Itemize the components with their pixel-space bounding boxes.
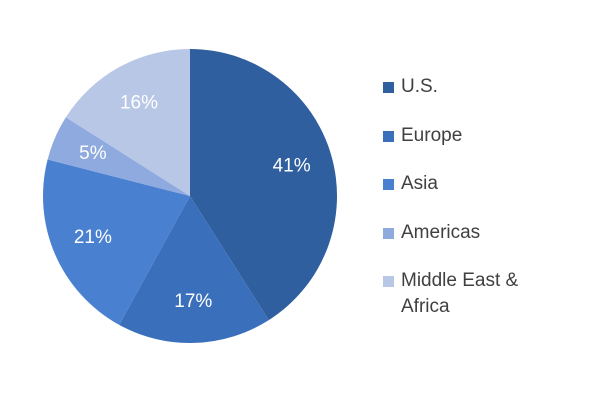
pie-slice [65,48,190,197]
pie-slice [119,196,269,344]
pie-slice [190,49,337,321]
legend-swatch [383,276,394,287]
legend-item: U.S. [383,74,543,123]
legend-item: Asia [383,171,543,220]
legend-label: Asia [401,173,438,194]
legend-label: U.S. [401,76,438,97]
data-label: 5% [79,143,107,164]
legend-swatch [383,130,394,142]
legend: U.S. Europe Asia Americas Middle East & Afri… [383,74,543,317]
data-label: 41% [273,155,311,176]
legend-item: Americas [383,220,543,269]
legend-swatch [383,179,394,190]
legend-swatch [383,227,394,239]
legend-swatch [383,82,394,93]
pie-slice [42,159,190,325]
legend-item: Europe [383,123,543,172]
legend-label: Middle East & Africa [401,270,519,317]
legend-label: Americas [401,221,481,243]
data-label: 17% [174,291,212,312]
data-label: 21% [74,227,112,248]
legend-label: Europe [401,124,463,146]
pie-slice [47,117,191,196]
data-label: 16% [120,92,158,113]
legend-item: Middle East & Africa [383,268,543,317]
